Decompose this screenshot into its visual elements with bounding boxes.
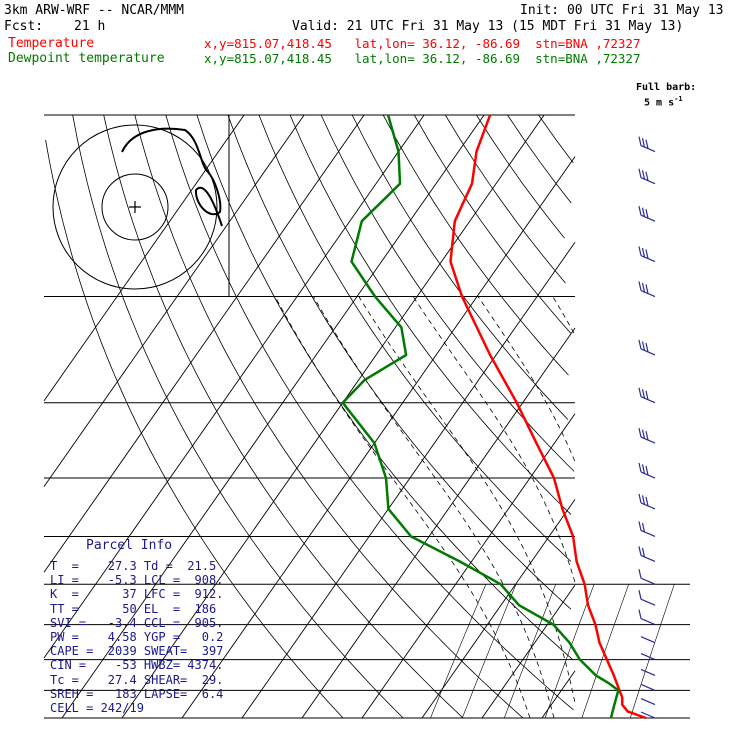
moist-adiabat	[552, 296, 575, 334]
wind-barb	[640, 698, 656, 706]
parcel-info-row: Tc = 27.4 SHEAR= 29.	[50, 672, 224, 687]
isotherm-line	[241, 242, 576, 719]
dry-adiabat	[538, 114, 574, 163]
wind-barb	[640, 653, 656, 661]
dry-adiabat	[103, 114, 464, 719]
wind-barb	[638, 521, 656, 538]
wind-barb	[640, 668, 656, 676]
parcel-info-row: SVI = -3.4 CCL = 905.	[50, 615, 224, 630]
dry-adiabat	[476, 114, 565, 239]
valid-time: Valid: 21 UTC Fri 31 May 13 (15 MDT Fri …	[292, 19, 684, 34]
dry-adiabat	[507, 114, 572, 204]
wind-barb	[638, 462, 656, 479]
parcel-info-row: LI = -5.3 LCL = 908.	[50, 573, 224, 588]
dry-adiabat	[72, 114, 404, 719]
mixing-ratio-line	[430, 584, 487, 719]
parcel-info-row: SREH = 183 LAPSE= 6.4	[50, 686, 224, 701]
mixing-ratio-line	[504, 584, 556, 719]
isotherm-line	[43, 114, 305, 487]
isotherm-line	[301, 327, 576, 719]
hodograph-ring-outer	[52, 124, 218, 290]
series-layer	[341, 114, 647, 720]
isotherm-line	[43, 114, 245, 402]
wind-barb	[638, 493, 656, 510]
barb-legend-units: 5 m s-1	[644, 95, 683, 109]
moist-adiabat	[477, 296, 576, 462]
dry-adiabat	[45, 139, 344, 719]
dry-adiabat	[444, 114, 566, 284]
wind-barb	[638, 281, 656, 298]
wind-barb	[640, 711, 656, 719]
dewpoint-line	[341, 114, 620, 719]
isotherm-line	[61, 114, 485, 719]
dry-adiabat	[134, 114, 524, 719]
parcel-info-row: TT = 50 EL = 186	[50, 601, 217, 616]
forecast-label: Fcst:	[4, 19, 44, 34]
wind-barb	[638, 136, 656, 153]
isotherm-line	[541, 670, 576, 719]
isotherm-line	[43, 114, 365, 573]
wind-barb	[638, 590, 656, 606]
hodograph-ring-inner	[101, 173, 169, 241]
parcel-info-row: CIN = -53 HWBZ= 4374.	[50, 658, 224, 673]
dewpoint-location: x,y=815.07,418.45 lat,lon= 36.12, -86.69…	[204, 51, 641, 66]
dry-adiabat	[196, 114, 573, 660]
temperature-legend: Temperature	[8, 36, 95, 51]
barb-legend-title: Full barb:	[636, 82, 697, 93]
dewpoint-legend: Dewpoint temperature	[8, 51, 165, 66]
moist-adiabat	[358, 296, 576, 702]
wind-barb	[638, 609, 656, 626]
mixing-ratio-line	[630, 584, 675, 719]
wind-barb	[638, 569, 656, 585]
parcel-info-row: T = 27.3 Td = 21.5	[50, 559, 217, 573]
parcel-info-row: PW = 4.58 YGP = 0.2	[50, 630, 224, 644]
hodograph	[52, 115, 230, 296]
wind-barb	[638, 387, 656, 404]
wind-barb	[640, 636, 656, 644]
dry-adiabat	[382, 114, 569, 376]
hodograph-center	[129, 201, 141, 213]
wind-barb	[638, 246, 656, 263]
wind-barb	[640, 683, 656, 691]
temperature-line	[449, 114, 647, 720]
mixing-ratio-line	[544, 584, 595, 719]
isotherm-line	[421, 499, 576, 719]
mixing-ratio-line	[462, 584, 517, 719]
wind-barb	[638, 339, 656, 356]
isotherm-line	[121, 114, 545, 719]
moist-adiabat	[313, 296, 555, 719]
isotherm-line	[43, 114, 425, 659]
dry-adiabat	[351, 114, 569, 420]
isotherm-line	[481, 584, 576, 719]
moist-adiabat	[274, 296, 531, 719]
dry-adiabat	[165, 114, 574, 711]
wind-barb	[638, 427, 656, 444]
hodograph-trace	[121, 127, 223, 227]
grid-layer	[43, 114, 690, 719]
parcel-info-row: CELL = 242/19	[50, 701, 144, 715]
wind-barbs	[638, 136, 656, 719]
dry-adiabat	[227, 114, 572, 610]
wind-barb	[638, 546, 656, 562]
isotherm-line	[181, 156, 576, 719]
parcel-info-title: Parcel Info	[86, 538, 173, 553]
dry-adiabat	[413, 114, 571, 334]
parcel-info-row: K = 37 LFC = 912.	[50, 587, 224, 602]
mixing-ratio-line	[581, 584, 629, 719]
temperature-location: x,y=815.07,418.45 lat,lon= 36.12, -86.69…	[204, 36, 641, 51]
dry-adiabat	[320, 114, 575, 472]
model-title: 3km ARW-WRF -- NCAR/MMM	[4, 3, 185, 18]
dry-adiabat	[289, 114, 572, 515]
dry-adiabat	[258, 114, 572, 562]
wind-barb	[638, 206, 656, 222]
parcel-info-row: CAPE = 2039 SWEAT= 397	[50, 644, 224, 659]
init-time: Init: 00 UTC Fri 31 May 13	[520, 3, 724, 18]
forecast-hour: 21 h	[74, 19, 106, 34]
wind-barb	[638, 168, 656, 185]
